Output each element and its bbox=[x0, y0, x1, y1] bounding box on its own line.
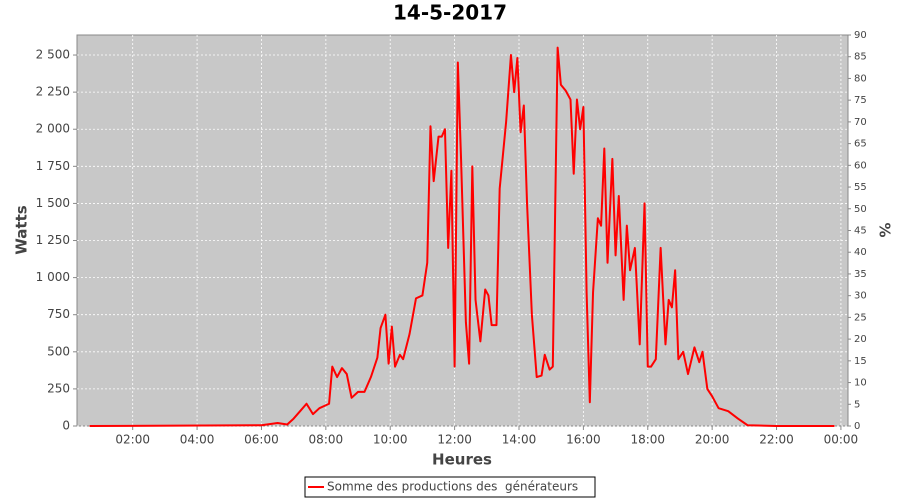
y2-tick-label: 65 bbox=[854, 139, 867, 150]
x-tick-label: 16:00 bbox=[566, 433, 601, 447]
x-tick-label: 12:00 bbox=[437, 433, 472, 447]
y-tick-label: 250 bbox=[47, 381, 70, 395]
y2-tick-label: 45 bbox=[854, 226, 867, 237]
chart-title: 14-5-2017 bbox=[393, 1, 507, 25]
y-tick-label: 1 250 bbox=[36, 233, 70, 247]
y-tick-label: 750 bbox=[47, 307, 70, 321]
x-tick-label: 08:00 bbox=[309, 433, 344, 447]
y-tick-label: 2 250 bbox=[36, 85, 70, 99]
y2-tick-label: 30 bbox=[854, 291, 867, 302]
y2-tick-label: 85 bbox=[854, 52, 867, 63]
x-tick-label: 02:00 bbox=[115, 433, 150, 447]
y2-tick-label: 15 bbox=[854, 356, 867, 367]
y-axis-label: Watts bbox=[13, 205, 31, 254]
x-tick-label: 06:00 bbox=[244, 433, 279, 447]
x-tick-label: 14:00 bbox=[502, 433, 537, 447]
legend bbox=[304, 476, 596, 498]
y2-tick-label: 40 bbox=[854, 247, 867, 258]
y2-tick-label: 70 bbox=[854, 117, 867, 128]
y2-tick-label: 0 bbox=[854, 421, 860, 432]
y-tick-label: 500 bbox=[47, 344, 70, 358]
y-tick-label: 1 000 bbox=[36, 270, 70, 284]
y2-tick-label: 5 bbox=[854, 399, 860, 410]
y-tick-label: 0 bbox=[62, 419, 70, 433]
legend-label: Somme des productions des générateurs bbox=[327, 480, 578, 494]
y-tick-label: 2 500 bbox=[36, 48, 70, 62]
x-tick-label: 18:00 bbox=[630, 433, 665, 447]
y2-tick-label: 55 bbox=[854, 182, 867, 193]
y-tick-label: 1 500 bbox=[36, 196, 70, 210]
x-tick-label: 10:00 bbox=[373, 433, 408, 447]
x-axis-label: Heures bbox=[432, 451, 492, 469]
y2-tick-label: 20 bbox=[854, 334, 867, 345]
y2-tick-label: 60 bbox=[854, 160, 867, 171]
y2-tick-label: 25 bbox=[854, 312, 867, 323]
y2-tick-label: 80 bbox=[854, 73, 867, 84]
y2-axis-label: % bbox=[876, 222, 894, 237]
y-tick-label: 1 750 bbox=[36, 159, 70, 173]
y2-tick-label: 50 bbox=[854, 204, 867, 215]
x-tick-label: 22:00 bbox=[759, 433, 794, 447]
y2-tick-label: 35 bbox=[854, 269, 867, 280]
y2-tick-label: 75 bbox=[854, 95, 867, 106]
data-line bbox=[89, 46, 835, 427]
x-tick-label: 20:00 bbox=[695, 433, 730, 447]
y2-tick-label: 10 bbox=[854, 378, 867, 389]
y-tick-label: 2 000 bbox=[36, 122, 70, 136]
x-tick-label: 00:00 bbox=[824, 433, 859, 447]
y2-tick-label: 90 bbox=[854, 30, 867, 41]
x-tick-label: 04:00 bbox=[180, 433, 215, 447]
